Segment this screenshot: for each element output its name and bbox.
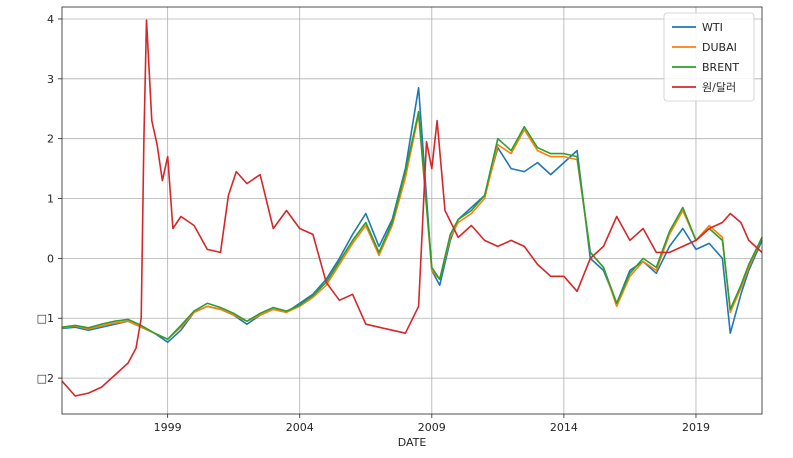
x-tick-label: 2009	[418, 421, 446, 434]
axis-ticks: 1999 2004 2009 2014 2019 4 3 2 1 0 □1 □2	[37, 13, 710, 434]
x-tick-label: 2019	[682, 421, 710, 434]
y-tick-label: □1	[37, 312, 54, 325]
y-tick-label: 0	[47, 252, 54, 265]
x-tick-label: 1999	[154, 421, 182, 434]
series-layer	[61, 19, 763, 397]
series-line-brent	[61, 110, 763, 340]
y-tick-label: 1	[47, 193, 54, 206]
x-tick-label: 2014	[550, 421, 578, 434]
legend-label: DUBAI	[702, 41, 737, 54]
legend-label: WTI	[702, 21, 723, 34]
legend-box	[663, 12, 755, 102]
legend-label: BRENT	[702, 61, 739, 74]
y-tick-label: 2	[47, 133, 54, 146]
plot-frame	[61, 6, 763, 415]
y-tick-label: □2	[37, 372, 54, 385]
x-axis-title: DATE	[398, 436, 427, 449]
y-tick-label: 3	[47, 73, 54, 86]
legend-label: 원/달러	[702, 81, 736, 94]
x-tick-label: 2004	[286, 421, 314, 434]
legend: WTI DUBAI BRENT 원/달러	[663, 12, 755, 102]
series-line-krw-usd	[61, 19, 763, 397]
y-tick-label: 4	[47, 13, 54, 26]
